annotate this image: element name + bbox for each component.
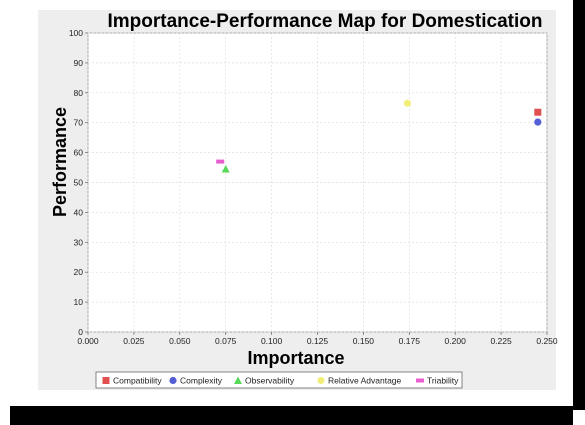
x-tick-label: 0.200 <box>445 336 467 346</box>
y-tick-label: 70 <box>74 118 84 128</box>
legend-marker <box>234 376 242 384</box>
frame-shadow-bottom <box>10 406 573 425</box>
y-axis-ticks: 0 10 20 30 40 50 60 70 80 90 100 <box>69 28 88 337</box>
legend-marker <box>169 376 177 385</box>
data-point <box>534 118 542 126</box>
x-tick-label: 0.025 <box>123 336 145 346</box>
data-point <box>221 165 230 173</box>
legend-label: Observability <box>245 376 295 386</box>
x-axis-ticks: 0.000 0.025 0.050 0.075 0.100 0.125 0.150 0.175… <box>77 332 558 346</box>
x-tick-label: 0.175 <box>399 336 421 346</box>
data-point <box>534 108 542 116</box>
y-tick-label: 30 <box>74 237 84 247</box>
y-tick-label: 10 <box>74 297 84 307</box>
chart-title: Importance-Performance Map for Domestica… <box>108 11 543 32</box>
y-tick-label: 90 <box>74 58 84 68</box>
y-tick-label: 60 <box>74 148 84 158</box>
legend-marker <box>416 378 424 383</box>
legend-label: Complexity <box>180 376 223 386</box>
x-tick-label: 0.000 <box>77 336 99 346</box>
grid <box>87 32 548 333</box>
legend-marker <box>317 376 325 385</box>
data-point <box>403 99 412 107</box>
data-points <box>216 99 542 173</box>
y-tick-label: 80 <box>74 88 84 98</box>
frame-shadow-right <box>573 0 585 410</box>
y-tick-label: 100 <box>69 28 83 38</box>
y-tick-label: 20 <box>74 267 84 277</box>
x-tick-label: 0.075 <box>215 336 237 346</box>
legend-label: Triability <box>427 376 459 386</box>
x-axis-label: Importance <box>247 348 344 368</box>
y-tick-label: 50 <box>74 178 84 188</box>
y-tick-label: 0 <box>78 327 83 337</box>
legend-label: Relative Advantage <box>328 376 402 386</box>
x-tick-label: 0.250 <box>536 336 558 346</box>
x-tick-label: 0.050 <box>169 336 191 346</box>
legend-marker <box>102 377 110 384</box>
x-tick-label: 0.125 <box>307 336 329 346</box>
data-point <box>216 159 225 164</box>
legend-box <box>95 371 463 389</box>
x-tick-label: 0.100 <box>261 336 283 346</box>
x-tick-label: 0.225 <box>490 336 512 346</box>
y-axis-label: Performance <box>50 107 70 217</box>
legend-label: Compatibility <box>113 376 162 386</box>
legend: Compatibility Complexity Observability Rela… <box>102 376 459 386</box>
y-tick-label: 40 <box>74 207 84 217</box>
x-tick-label: 0.150 <box>353 336 375 346</box>
